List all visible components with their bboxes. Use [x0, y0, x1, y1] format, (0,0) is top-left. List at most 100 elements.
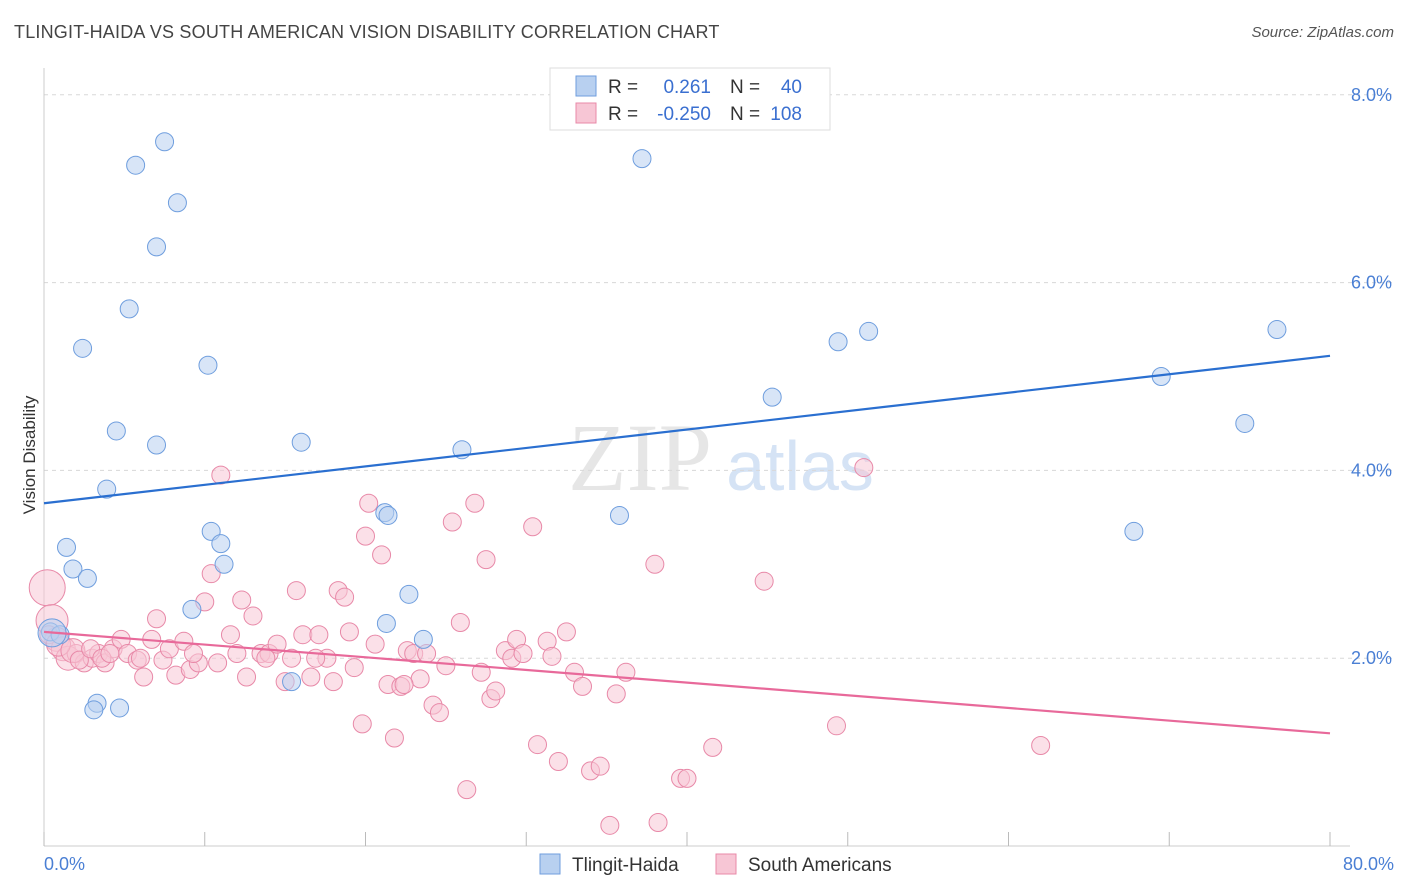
x-tick-label-max: 80.0%	[1343, 854, 1394, 874]
south-americans-point	[208, 653, 228, 673]
south-americans-point	[344, 658, 364, 678]
tlingit-haida-point	[167, 193, 187, 213]
south-americans-point	[130, 648, 150, 668]
tlingit-haida-point	[106, 421, 126, 441]
south-americans-points	[28, 458, 1051, 835]
south-americans-trend-line	[43, 630, 1331, 735]
legend-r-label-2: R =	[608, 104, 638, 125]
tlingit-haida-point	[291, 432, 311, 452]
south-americans-point	[256, 648, 276, 668]
tlingit-haida-point	[119, 299, 139, 319]
south-americans-point	[356, 526, 375, 546]
watermark-zip: ZIP	[568, 404, 712, 511]
tlingit-haida-point	[1235, 413, 1255, 433]
source-label: Source: ZipAtlas.com	[1251, 24, 1394, 41]
tlingit-haida-point	[147, 435, 167, 455]
tlingit-haida-point	[110, 698, 130, 718]
south-americans-point	[384, 728, 404, 748]
tlingit-haida-point	[282, 672, 302, 692]
tlingit-haida-point	[762, 387, 782, 407]
x-tick-label-min: 0.0%	[44, 854, 85, 874]
south-americans-point	[323, 672, 343, 692]
south-americans-point	[513, 644, 533, 663]
south-americans-point	[227, 644, 247, 663]
south-americans-point	[457, 780, 477, 800]
tlingit-haida-point	[198, 355, 218, 375]
south-americans-point	[523, 517, 543, 537]
legend-n-label-2: N =	[730, 104, 760, 125]
south-americans-point	[134, 667, 154, 687]
tlingit-haida-point	[859, 321, 879, 341]
series-legend: Tlingit-Haida South Americans	[539, 853, 892, 876]
tlingit-haida-point	[1124, 521, 1144, 541]
south-americans-point	[359, 493, 379, 513]
south-americans-point	[590, 756, 610, 776]
south-americans-point	[301, 667, 321, 687]
south-americans-point	[442, 512, 462, 532]
tlingit-haida-point	[147, 237, 167, 257]
legend-n-label-1: N =	[730, 77, 760, 98]
bottom-legend-label-2: South Americans	[748, 855, 892, 876]
south-americans-point	[372, 545, 392, 565]
south-americans-point	[100, 644, 120, 663]
bottom-legend-swatch-pink	[715, 853, 737, 875]
y-axis-ticks: 2.0% 4.0% 6.0% 8.0%	[1351, 85, 1392, 668]
south-americans-point	[352, 714, 372, 734]
trend-lines	[43, 354, 1331, 735]
axes	[43, 68, 1350, 847]
south-americans-point	[335, 587, 355, 607]
south-americans-point	[476, 550, 496, 570]
tlingit-haida-point	[211, 534, 231, 554]
south-americans-point	[147, 609, 167, 629]
tlingit-haida-point	[214, 554, 234, 574]
tlingit-haida-point	[63, 559, 83, 579]
south-americans-point	[754, 571, 774, 591]
y-tick-label: 6.0%	[1351, 273, 1392, 293]
tlingit-haida-point	[1267, 320, 1287, 340]
grid-lines	[44, 94, 1392, 659]
south-americans-point	[309, 625, 329, 645]
y-tick-label: 2.0%	[1351, 648, 1392, 668]
legend-r-value-2: -0.250	[657, 104, 711, 125]
tlingit-haida-point	[182, 599, 202, 619]
tlingit-haida-point	[73, 338, 93, 358]
south-americans-point	[1031, 736, 1051, 756]
y-tick-label: 4.0%	[1351, 460, 1392, 480]
south-americans-point	[600, 815, 620, 835]
tlingit-haida-point	[77, 568, 97, 588]
south-americans-point	[486, 681, 506, 701]
south-americans-point	[606, 684, 626, 704]
south-americans-point	[703, 737, 723, 757]
tlingit-haida-point	[413, 629, 433, 649]
south-americans-point	[243, 606, 263, 626]
tlingit-haida-point	[378, 505, 398, 525]
south-americans-point	[286, 581, 306, 601]
south-americans-point	[645, 554, 665, 574]
south-americans-point	[394, 674, 414, 694]
south-americans-point	[542, 646, 562, 666]
bottom-legend-label-1: Tlingit-Haida	[572, 855, 679, 876]
south-americans-point	[339, 622, 359, 642]
tlingit-haida-point	[376, 613, 396, 633]
south-americans-point	[293, 625, 313, 645]
y-tick-label: 8.0%	[1351, 85, 1392, 105]
legend-r-label-1: R =	[608, 77, 638, 98]
legend-n-value-2: 108	[770, 104, 802, 125]
south-americans-point	[556, 622, 576, 642]
south-americans-point	[183, 644, 203, 663]
south-americans-point	[429, 703, 449, 723]
south-americans-point	[69, 650, 89, 670]
south-americans-point	[677, 768, 697, 788]
bottom-legend-swatch-blue	[539, 853, 561, 875]
watermark-atlas: atlas	[726, 427, 874, 505]
tlingit-haida-point	[155, 132, 175, 152]
south-americans-point	[528, 735, 548, 755]
south-americans-point	[28, 569, 66, 607]
tlingit-haida-point	[399, 584, 419, 604]
south-americans-point	[436, 656, 456, 676]
correlation-legend: R = 0.261 N = 40 R = -0.250 N = 108	[549, 67, 831, 131]
south-americans-point	[201, 564, 221, 584]
south-americans-point	[365, 634, 385, 654]
tlingit-haida-point	[97, 479, 117, 499]
legend-n-value-1: 40	[781, 77, 802, 98]
